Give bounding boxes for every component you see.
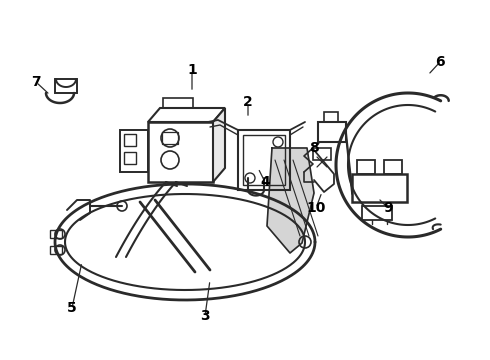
Bar [324, 112, 338, 122]
Bar [163, 98, 193, 108]
Text: 3: 3 [200, 309, 210, 323]
Bar [120, 130, 148, 172]
Bar [362, 206, 392, 220]
Text: 1: 1 [187, 63, 197, 77]
Bar [50, 246, 62, 254]
Bar [50, 230, 62, 238]
Polygon shape [213, 108, 225, 182]
Text: 8: 8 [309, 141, 319, 155]
Bar [238, 130, 290, 190]
Bar [357, 160, 375, 174]
Text: 5: 5 [67, 301, 77, 315]
Bar [384, 160, 402, 174]
Bar [124, 152, 136, 164]
Bar [148, 122, 213, 182]
Bar [313, 148, 331, 160]
Bar [162, 132, 178, 144]
Text: 2: 2 [243, 95, 253, 109]
Bar [55, 79, 77, 93]
Bar [243, 135, 285, 185]
Bar [352, 174, 407, 202]
Bar [318, 122, 346, 142]
Text: 9: 9 [383, 201, 393, 215]
Bar [124, 134, 136, 146]
Text: 10: 10 [306, 201, 326, 215]
Polygon shape [148, 108, 225, 122]
Polygon shape [267, 148, 314, 253]
Text: 4: 4 [260, 175, 270, 189]
Text: 6: 6 [435, 55, 445, 69]
Text: 7: 7 [31, 75, 41, 89]
